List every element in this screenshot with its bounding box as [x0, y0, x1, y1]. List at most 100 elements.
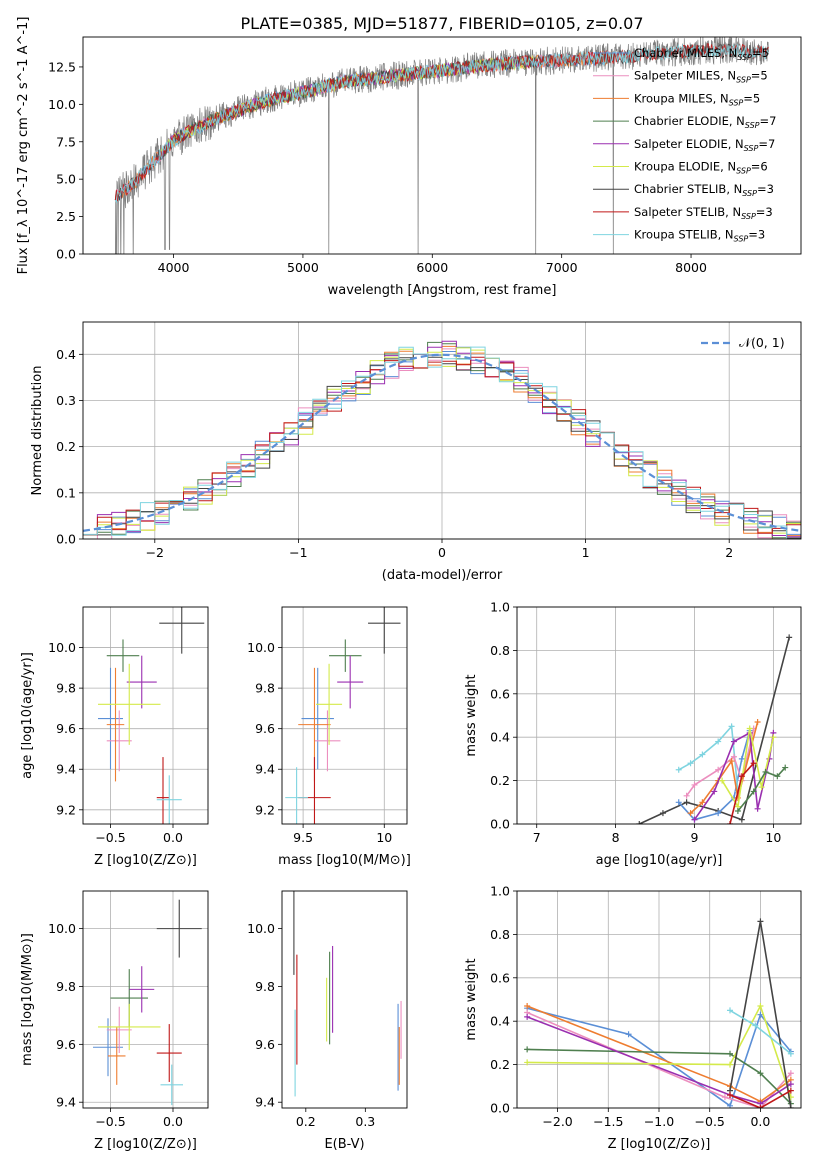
y-tick-label: 10.0 — [48, 921, 76, 936]
x-axis-label: (data-model)/error — [382, 568, 503, 583]
y-tick-label: 10.0 — [247, 640, 275, 655]
x-axis-label: Z [log10(Z/Z⊙)] — [94, 1137, 197, 1152]
axes-frame — [516, 606, 802, 825]
x-axis-label: mass [log10(M/M⊙)] — [278, 853, 411, 868]
mass-weight-marker — [757, 1105, 764, 1108]
residual-histogram — [83, 346, 801, 539]
y-tick-label: 0.4 — [56, 347, 76, 362]
mass-weight-marker — [730, 753, 737, 760]
legend-nssp-prefix: , N — [728, 137, 744, 151]
legend-entry: Kroupa ELODIE, NSSP=6 — [634, 160, 768, 176]
mass-weight-marker — [691, 781, 698, 788]
y-axis-label: mass weight — [464, 674, 479, 756]
mass-weight-marker — [727, 1091, 733, 1098]
legend-entry: Salpeter MILES, NSSP=5 — [634, 69, 768, 85]
legend-nssp-prefix: , N — [725, 205, 741, 219]
mass-weight-marker — [746, 725, 753, 732]
legend-series-name: Chabrier STELIB — [634, 182, 726, 196]
y-tick-label: 0.2 — [490, 773, 510, 788]
legend-series-name: Kroupa ELODIE — [634, 160, 720, 174]
mass-vs-ebv-panel: 0.2 0.3 9.4 9.6 9.8 10.0 E(B-V) — [247, 890, 408, 1152]
mass-weight-marker — [524, 1013, 531, 1020]
x-tick-label: 9.5 — [293, 830, 313, 845]
y-axis-label: Normed distribution — [30, 366, 45, 496]
legend-entry: Chabrier MILES, NSSP=5 — [634, 46, 769, 62]
legend-series-name: Salpeter STELIB — [634, 205, 725, 219]
mass-weight-marker — [738, 816, 745, 823]
mass-weight-line — [527, 1003, 792, 1098]
mass-weight-marker — [675, 799, 682, 806]
y-tick-label: 0.2 — [490, 1057, 510, 1072]
y-tick-label: 9.2 — [255, 802, 275, 817]
y-axis-label: age [log10(age/yr)] — [20, 652, 35, 779]
mass-weight-marker — [524, 1046, 531, 1053]
mass-weight-marker — [719, 777, 726, 784]
y-tick-label: 0.0 — [490, 1101, 510, 1116]
legend-nssp-value: =7 — [758, 137, 775, 151]
legend-series-name: Salpeter MILES — [634, 69, 720, 83]
mass-weight-marker — [683, 792, 690, 799]
mass-weight-marker — [728, 723, 735, 730]
legend-series-name: Chabrier MILES — [634, 46, 721, 60]
model-spectrum-line — [114, 43, 769, 204]
mass-weight-line — [678, 730, 751, 821]
y-tick-label: 0.8 — [490, 927, 510, 942]
mass-weight-marker — [752, 1022, 759, 1029]
mass-weight-line — [678, 724, 739, 792]
axes-frame — [281, 606, 408, 825]
axes-frame — [281, 890, 408, 1109]
legend-entry: Chabrier STELIB, NSSP=3 — [634, 182, 774, 198]
mass-weight-marker — [786, 634, 793, 641]
mass-weight-marker — [762, 768, 769, 775]
mass-weight-marker — [787, 1050, 794, 1057]
y-tick-label: 0.4 — [490, 1014, 510, 1029]
y-tick-label: 9.6 — [56, 721, 76, 736]
x-tick-label: 8000 — [675, 260, 707, 275]
weight-vs-age-panel: 7 8 9 10 0.0 0.2 0.4 0.6 0.8 1.0 age [log10(age/yr… — [464, 600, 802, 868]
legend-entry: Chabrier ELODIE, NSSP=7 — [634, 114, 776, 130]
y-tick-label: 0.0 — [56, 247, 76, 262]
legend-nssp-subscript: SSP — [742, 189, 757, 198]
legend-series-name: Kroupa STELIB — [634, 228, 718, 242]
axes-frame — [516, 890, 802, 1109]
legend-entry: Salpeter ELODIE, NSSP=7 — [634, 137, 775, 153]
legend-nssp-prefix: , N — [729, 114, 745, 128]
x-tick-label: 10 — [765, 830, 781, 845]
x-tick-label: −1.0 — [644, 1114, 674, 1129]
mass-weight-marker — [750, 788, 757, 795]
mass-weight-line — [638, 637, 790, 824]
y-tick-label: 12.5 — [48, 59, 76, 74]
mass-weight-marker — [782, 764, 789, 771]
x-tick-label: 10 — [376, 830, 392, 845]
mass-weight-marker — [728, 758, 735, 765]
mass-weight-marker — [524, 1003, 531, 1010]
y-tick-label: 9.6 — [255, 1037, 275, 1052]
legend-nssp-value: =5 — [752, 46, 769, 60]
axes-frame — [82, 606, 209, 825]
x-axis-label: Z [log10(Z/Z⊙)] — [608, 1137, 711, 1152]
x-tick-label: 0.0 — [163, 1114, 183, 1129]
y-tick-label: 0.3 — [56, 393, 76, 408]
mass-weight-marker — [687, 810, 694, 817]
legend-nssp-value: =6 — [751, 160, 768, 174]
x-tick-label: 7 — [533, 830, 541, 845]
x-tick-label: −0.5 — [695, 1114, 725, 1129]
x-tick-label: −2 — [146, 545, 164, 560]
mass-weight-marker — [727, 1007, 733, 1014]
x-tick-label: −0.5 — [95, 830, 125, 845]
residual-histogram — [83, 340, 801, 538]
y-tick-label: 10.0 — [48, 640, 76, 655]
mass-weight-marker — [715, 738, 722, 745]
mass-weight-line — [527, 1048, 792, 1105]
x-tick-label: −0.5 — [95, 1114, 125, 1129]
legend-series-name: Kroupa MILES — [634, 91, 713, 105]
mass-weight-marker — [675, 766, 682, 773]
age-vs-metallicity-panel: −0.5 0.0 9.2 9.4 9.6 9.8 10.0 Z [log10(Z/Z⊙)] ag… — [20, 606, 209, 868]
legend-nssp-value: =5 — [751, 69, 768, 83]
mass-weight-marker — [687, 760, 694, 767]
legend-nssp-subscript: SSP — [736, 167, 751, 176]
legend-nssp-value: =3 — [756, 205, 773, 219]
legend-nssp-prefix: , N — [721, 46, 737, 60]
y-tick-label: 0.8 — [490, 643, 510, 658]
